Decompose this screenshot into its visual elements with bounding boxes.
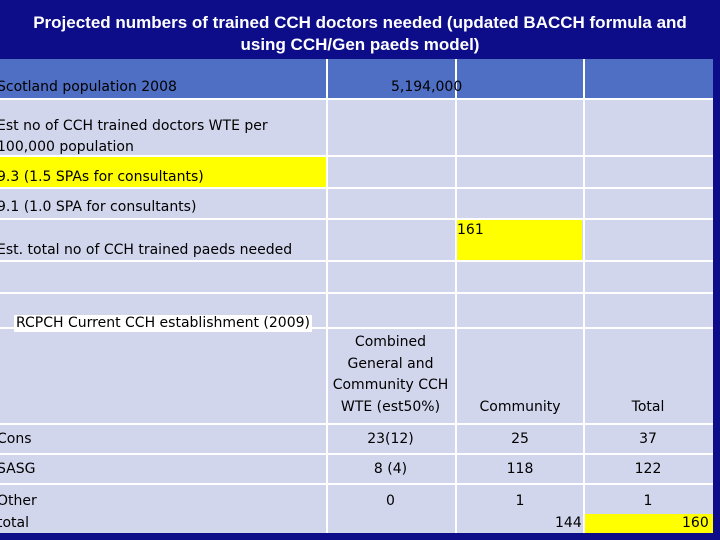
cell-combined: 8 (4) — [373, 461, 408, 477]
row-label: Cons — [0, 431, 32, 447]
header-row — [0, 59, 713, 98]
grid-line — [0, 327, 713, 329]
grid-line — [0, 155, 713, 157]
slide-title: Projected numbers of trained CCH doctors… — [33, 13, 687, 54]
population-value: 5,194,000 — [391, 79, 463, 95]
wte-label: Est no of CCH trained doctors WTE per 10… — [0, 118, 268, 155]
grid-line — [0, 292, 713, 294]
spa-15-option: 9.3 (1.5 SPAs for consultants) — [0, 169, 204, 185]
grid-line — [0, 260, 713, 262]
total-needed-value: 161 — [457, 222, 484, 238]
cell-total: 1 — [643, 493, 653, 509]
column-header-combined: Combined General and Community CCH WTE (… — [332, 334, 449, 415]
cell-community: 1 — [515, 493, 525, 509]
spa-15-highlight — [0, 157, 326, 187]
grid-line — [326, 59, 328, 533]
row-label: Other — [0, 493, 37, 509]
population-label: Scotland population 2008 — [0, 79, 177, 95]
cell-total: 122 — [634, 461, 662, 477]
total-needed-label: Est. total no of CCH trained paeds neede… — [0, 242, 293, 258]
grid-line — [0, 483, 713, 485]
column-header-community: Community — [479, 399, 561, 415]
spa-10-option: 9.1 (1.0 SPA for consultants) — [0, 199, 197, 215]
grid-line — [0, 98, 713, 100]
grand-total-highlight — [585, 514, 713, 533]
cell-total: 37 — [639, 431, 657, 447]
cell-community: 25 — [511, 431, 529, 447]
total-row-total: 160 — [682, 515, 709, 531]
grid-line — [0, 423, 713, 425]
row-label: SASG — [0, 461, 36, 477]
establishment-label: RCPCH Current CCH establishment (2009) — [14, 315, 312, 332]
data-table: Scotland population 2008 5,194,000 Est n… — [0, 59, 713, 533]
total-row-label: total — [0, 515, 30, 531]
column-header-total: Total — [631, 399, 665, 415]
cell-combined: 0 — [386, 493, 395, 509]
grid-line — [583, 59, 585, 533]
grid-line — [0, 187, 713, 189]
total-row-community: 144 — [555, 515, 582, 531]
cell-community: 118 — [506, 461, 534, 477]
cell-combined: 23(12) — [367, 431, 414, 447]
total-needed-highlight — [455, 220, 582, 260]
grid-line — [0, 453, 713, 455]
grid-line — [0, 218, 713, 220]
grid-line — [455, 59, 457, 533]
